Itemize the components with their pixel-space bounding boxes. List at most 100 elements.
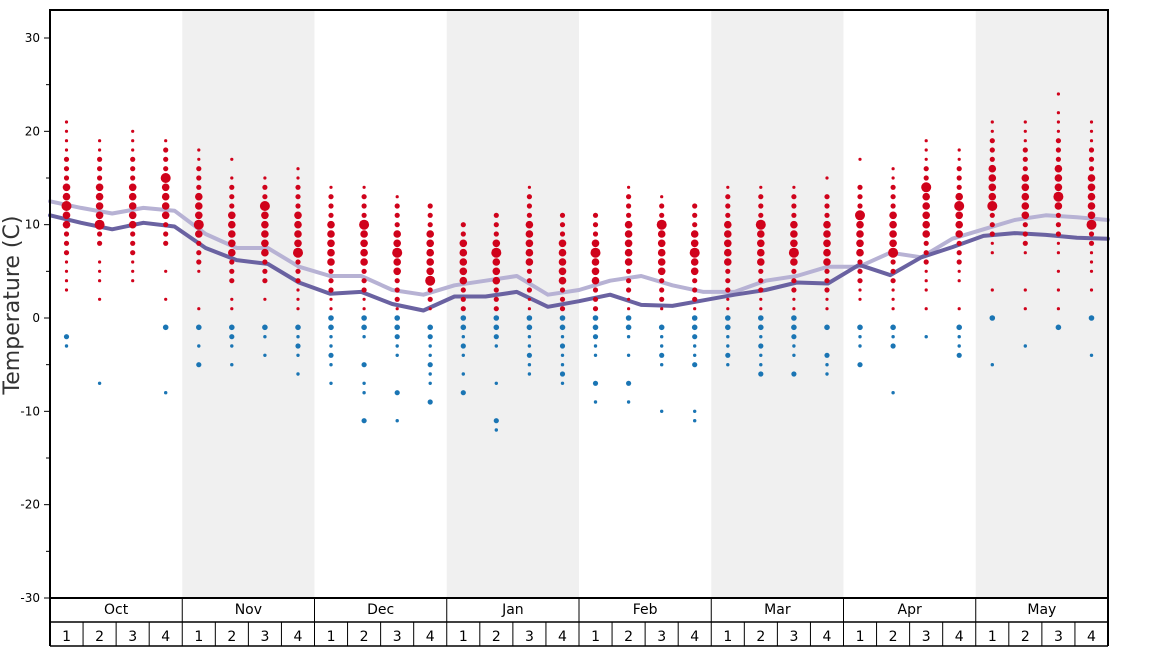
cold-observation-dot: [262, 324, 268, 331]
warm-observation-dot: [725, 278, 731, 284]
warm-observation-dot: [757, 230, 765, 238]
warm-observation-dot: [97, 175, 103, 181]
week-label: 3: [128, 629, 137, 645]
warm-observation-dot: [459, 248, 468, 257]
cold-observation-dot: [693, 419, 697, 423]
warm-observation-dot: [295, 203, 301, 209]
y-tick-label: -10: [20, 404, 40, 418]
warm-observation-dot: [164, 269, 168, 273]
cold-observation-dot: [559, 324, 566, 331]
warm-observation-dot: [196, 166, 202, 172]
warm-observation-dot: [689, 247, 700, 258]
cold-observation-dot: [660, 409, 664, 413]
cold-observation-dot: [725, 315, 731, 321]
month-label-feb: Feb: [633, 602, 658, 618]
warm-observation-dot: [889, 211, 897, 220]
warm-observation-dot: [1022, 240, 1028, 246]
warm-observation-dot: [888, 247, 899, 258]
warm-observation-dot: [362, 297, 366, 301]
warm-observation-dot: [426, 258, 435, 266]
warm-observation-dot: [624, 230, 633, 238]
warm-observation-dot: [657, 267, 666, 276]
warm-observation-dot: [1053, 191, 1064, 202]
warm-observation-dot: [160, 173, 171, 183]
warm-observation-dot: [491, 247, 502, 258]
cold-observation-dot: [791, 315, 797, 321]
warm-observation-dot: [823, 258, 831, 266]
cold-observation-dot: [527, 372, 532, 376]
cold-observation-dot: [329, 335, 333, 339]
cold-observation-dot: [296, 372, 300, 376]
warm-observation-dot: [924, 288, 928, 292]
warm-observation-dot: [460, 296, 466, 302]
warm-observation-dot: [128, 220, 137, 229]
warm-observation-dot: [791, 278, 797, 284]
warm-observation-dot: [327, 258, 335, 266]
warm-observation-dot: [1088, 156, 1095, 162]
warm-observation-dot: [1088, 231, 1095, 237]
warm-observation-dot: [128, 192, 137, 201]
cold-observation-dot: [494, 381, 498, 385]
warm-observation-dot: [1088, 240, 1095, 246]
warm-observation-dot: [592, 231, 599, 237]
warm-observation-dot: [426, 248, 435, 257]
warm-observation-dot: [626, 268, 632, 274]
cold-observation-dot: [693, 409, 697, 413]
warm-observation-dot: [525, 230, 534, 238]
warm-observation-dot: [228, 248, 236, 257]
warm-observation-dot: [64, 260, 69, 264]
warm-observation-dot: [626, 194, 632, 200]
cold-observation-dot: [427, 362, 433, 368]
warm-observation-dot: [392, 247, 403, 258]
warm-observation-dot: [1023, 307, 1027, 311]
warm-observation-dot: [525, 239, 534, 248]
warm-observation-dot: [95, 192, 104, 201]
warm-observation-dot: [988, 192, 997, 201]
warm-observation-dot: [659, 278, 665, 284]
warm-observation-dot: [131, 260, 135, 264]
warm-observation-dot: [394, 212, 400, 218]
warm-observation-dot: [261, 220, 269, 229]
warm-observation-dot: [990, 288, 994, 292]
warm-observation-dot: [229, 268, 235, 274]
cold-observation-dot: [526, 324, 533, 331]
warm-observation-dot: [924, 307, 928, 311]
warm-observation-dot: [427, 203, 433, 209]
warm-observation-dot: [857, 203, 863, 209]
cold-observation-dot: [197, 344, 201, 348]
warm-observation-dot: [1056, 129, 1060, 133]
warm-observation-dot: [360, 248, 368, 257]
warm-observation-dot: [394, 287, 400, 293]
cold-observation-dot: [263, 335, 267, 339]
cold-observation-dot: [428, 344, 432, 348]
cold-observation-dot: [428, 372, 432, 376]
warm-observation-dot: [791, 203, 797, 209]
warm-observation-dot: [890, 203, 896, 209]
warm-observation-dot: [823, 230, 831, 238]
cold-observation-dot: [691, 315, 698, 321]
warm-observation-dot: [891, 167, 895, 171]
cold-observation-dot: [660, 344, 664, 348]
y-tick-label: -30: [20, 591, 40, 605]
cold-observation-dot: [263, 353, 267, 357]
warm-observation-dot: [692, 287, 698, 293]
warm-observation-dot: [890, 194, 896, 200]
warm-observation-dot: [526, 212, 533, 218]
cold-observation-dot: [328, 315, 334, 321]
warm-observation-dot: [758, 278, 764, 284]
warm-observation-dot: [559, 306, 566, 312]
cold-observation-dot: [891, 335, 895, 339]
cold-observation-dot: [460, 390, 466, 396]
cold-observation-dot: [592, 380, 599, 386]
cold-observation-dot: [759, 353, 763, 357]
warm-observation-dot: [1089, 129, 1094, 133]
warm-observation-dot: [558, 267, 567, 276]
cold-observation-dot: [394, 390, 400, 396]
warm-observation-dot: [229, 278, 235, 284]
warm-observation-dot: [923, 166, 929, 172]
warm-observation-dot: [263, 297, 267, 301]
y-axis-title: Temperature (C): [0, 216, 25, 396]
warm-observation-dot: [361, 194, 367, 200]
warm-observation-dot: [1055, 222, 1061, 228]
cold-observation-dot: [593, 353, 598, 357]
